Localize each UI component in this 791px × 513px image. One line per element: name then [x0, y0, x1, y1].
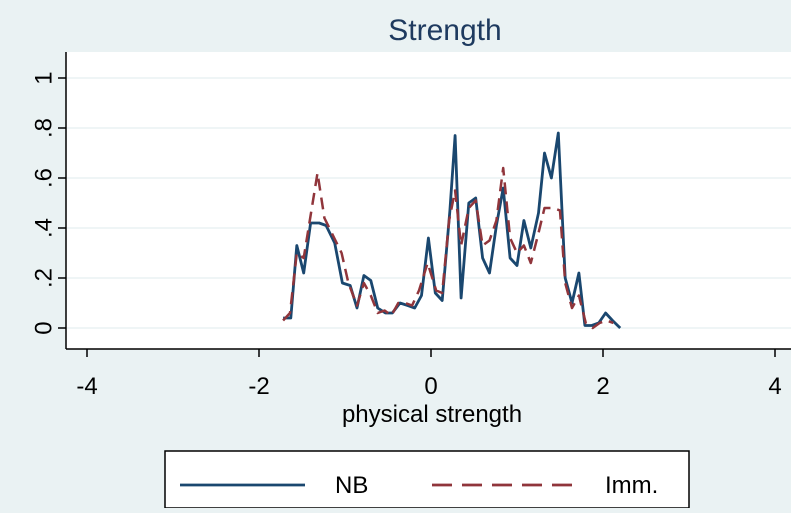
y-tick-label: .4 [31, 218, 58, 238]
y-tick-label: .6 [31, 168, 58, 188]
plot-area [66, 52, 791, 349]
x-axis-label: physical strength [342, 401, 522, 428]
x-tick-label: -4 [76, 373, 97, 400]
y-tick-label: 1 [31, 71, 58, 84]
x-tick-label: 0 [424, 373, 437, 400]
y-tick-label: 0 [31, 321, 58, 334]
y-tick-label: .8 [31, 118, 58, 138]
y-tick-label: .2 [31, 268, 58, 288]
legend-label-nb: NB [335, 472, 368, 499]
x-tick-label: -2 [248, 373, 269, 400]
chart-title: Strength [388, 14, 501, 47]
x-tick-label: 4 [768, 373, 781, 400]
x-tick-label: 2 [596, 373, 609, 400]
legend: NB Imm. [165, 451, 689, 508]
legend-label-imm: Imm. [605, 472, 658, 499]
